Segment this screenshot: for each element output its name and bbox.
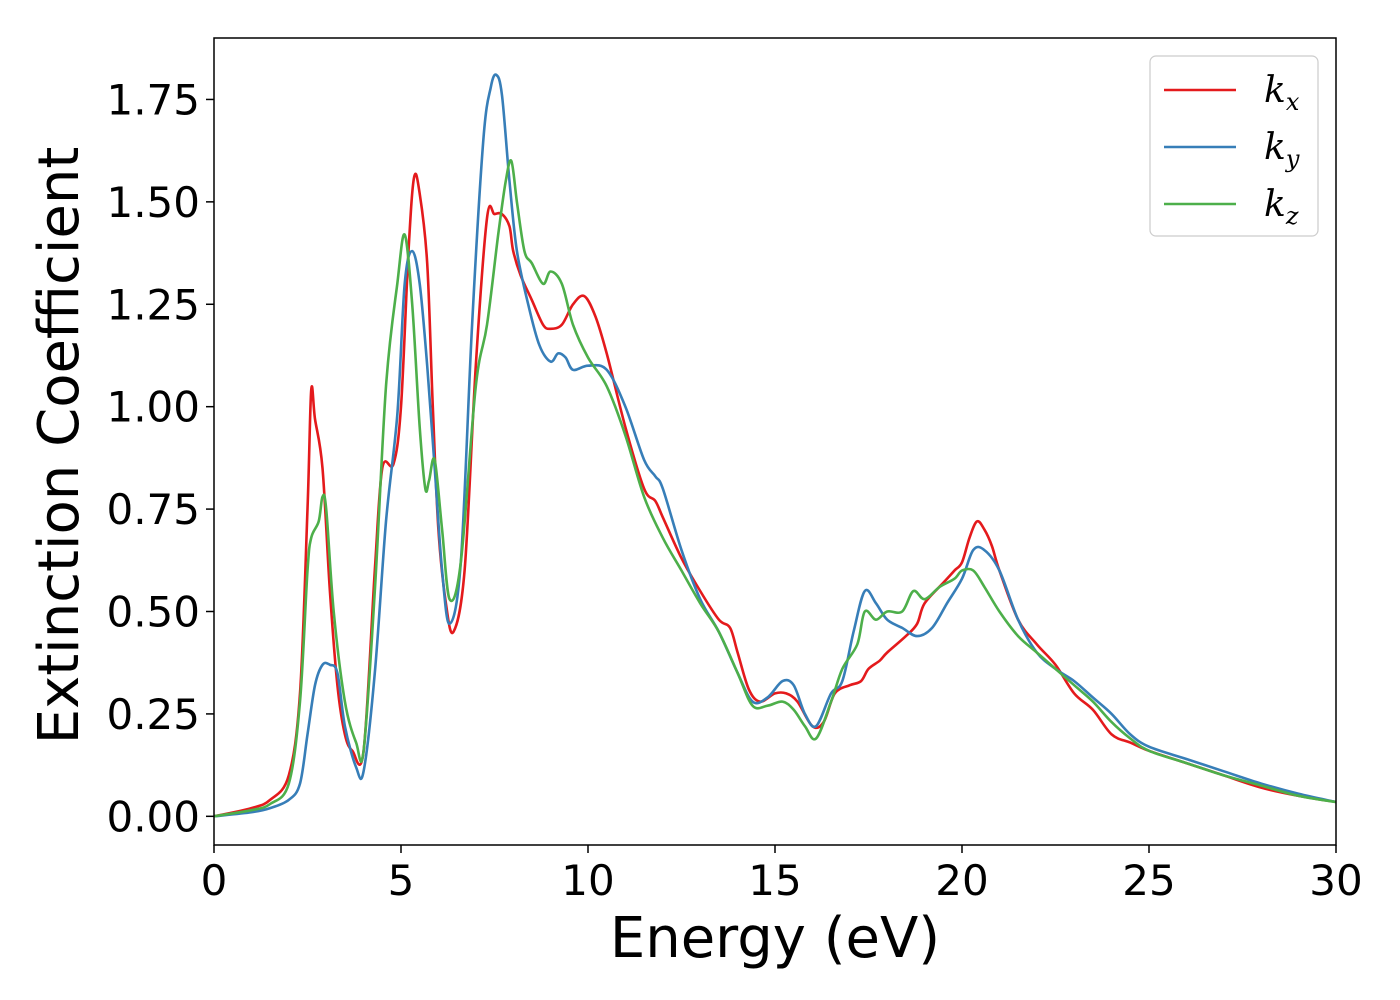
series-layer (214, 73, 1336, 818)
legend-label-y: ky (1264, 127, 1300, 173)
legend-label-x: kx (1264, 70, 1300, 116)
legend-label-base: k (1264, 184, 1286, 225)
x-tick-label: 30 (1309, 856, 1362, 905)
x-axis-title: Energy (eV) (610, 906, 940, 971)
x-tick-label: 10 (561, 856, 614, 905)
x-tick-label: 5 (388, 856, 415, 905)
legend-label-subscript: z (1285, 202, 1299, 230)
y-tick-label: 1.25 (106, 280, 200, 329)
x-tick-label: 20 (935, 856, 988, 905)
y-tick-label: 1.50 (106, 178, 200, 227)
legend-label-base: k (1264, 70, 1286, 111)
y-tick-label: 0.25 (106, 690, 200, 739)
y-tick-label: 1.00 (106, 383, 200, 432)
y-tick-label: 0.00 (106, 792, 200, 841)
y-tick-label: 1.75 (106, 75, 200, 124)
y-axis-title: Extinction Coefficient (27, 147, 92, 745)
legend-label-subscript: y (1285, 145, 1300, 173)
legend-label-subscript: x (1286, 88, 1300, 116)
y-tick-label: 0.75 (106, 485, 200, 534)
x-tick-label: 25 (1122, 856, 1175, 905)
legend-label-base: k (1264, 127, 1286, 168)
series-line-x (214, 172, 1336, 818)
legend-label-z: kz (1264, 184, 1299, 230)
x-axis: 0 5 10 15 20 25 30 (201, 845, 1363, 905)
y-tick-label: 0.50 (106, 588, 200, 637)
x-tick-label: 15 (748, 856, 801, 905)
x-tick-label: 0 (201, 856, 228, 905)
series-line-y (214, 73, 1336, 818)
y-axis: 0.00 0.25 0.50 0.75 1.00 1.25 1.50 1.75 (106, 75, 214, 841)
series-line-z (214, 159, 1336, 818)
